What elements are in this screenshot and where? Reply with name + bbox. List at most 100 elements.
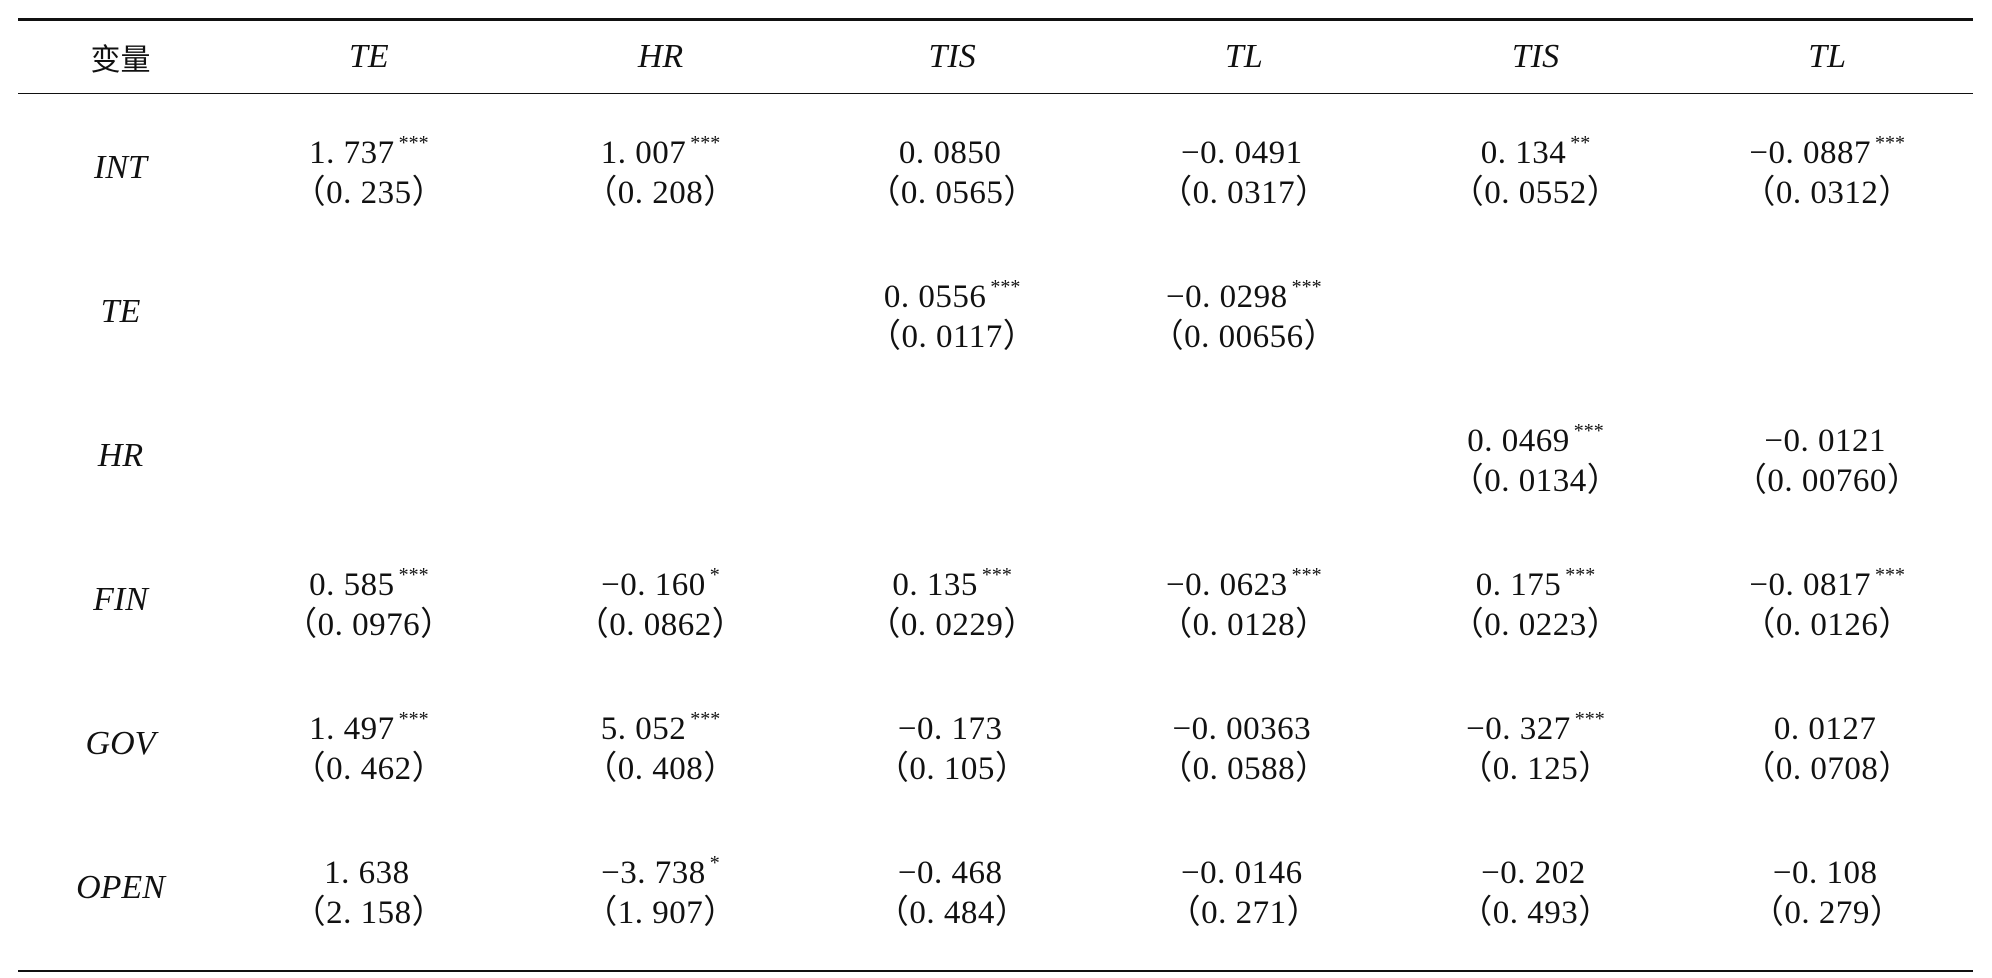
coefficient: 5. 052 xyxy=(600,711,687,747)
coefficient-line: −0. 468 xyxy=(806,838,1098,891)
significance-stars: *** xyxy=(981,564,1012,586)
coefficient: 1. 638 xyxy=(324,855,410,891)
header-rule xyxy=(18,93,1973,94)
coefficient-line: 1. 007 *** xyxy=(515,118,807,171)
coefficient-line: 0. 0556 *** xyxy=(806,262,1098,315)
coefficient-line xyxy=(1390,262,1682,312)
standard-error: （0. 408） xyxy=(584,751,737,787)
coefficient: 0. 0469 xyxy=(1467,423,1570,459)
table-row: GOV 1. 497 *** （0. 462） 5. 052 *** （0. 408） −0.… xyxy=(18,672,1973,816)
standard-error: （1. 907） xyxy=(584,895,737,931)
table-row: OPEN 1. 638 （2. 158） −3. 738 * （1. 907） −0. 46… xyxy=(18,816,1973,960)
coefficient: −0. 468 xyxy=(897,855,1003,891)
standard-error: （0. 0134） xyxy=(1450,463,1621,499)
standard-error: （0. 0128） xyxy=(1159,607,1329,643)
coefficient-line: 0. 0469 *** xyxy=(1390,406,1682,459)
coefficient: −0. 00363 xyxy=(1172,711,1312,747)
significance-stars: *** xyxy=(990,276,1021,298)
table-cell: 0. 585 *** （0. 0976） xyxy=(223,550,515,650)
header-te: TE xyxy=(348,38,389,75)
coefficient-line xyxy=(515,262,807,312)
coefficient: −0. 0887 xyxy=(1749,135,1871,171)
standard-error: （0. 279） xyxy=(1750,895,1904,931)
standard-error: （0. 00760） xyxy=(1733,463,1921,499)
standard-error: （0. 105） xyxy=(875,751,1029,787)
significance-stars: * xyxy=(709,852,720,874)
table-cell: −0. 202 （0. 493） xyxy=(1390,838,1682,938)
coefficient: −0. 0491 xyxy=(1181,135,1303,171)
significance-stars: *** xyxy=(1291,276,1322,298)
table-cell xyxy=(515,406,807,506)
coefficient: 0. 175 xyxy=(1475,567,1562,603)
standard-error: （0. 0976） xyxy=(284,607,454,643)
table-cell: 0. 175 *** （0. 0223） xyxy=(1390,550,1682,650)
standard-error: （0. 0126） xyxy=(1742,607,1912,643)
coefficient-line: −0. 0887 *** xyxy=(1681,118,1973,171)
coefficient: −0. 0298 xyxy=(1166,279,1288,315)
header-tl-2: TL xyxy=(1808,38,1847,75)
standard-error: （0. 0117） xyxy=(868,319,1037,355)
table-cell: 1. 497 *** （0. 462） xyxy=(223,694,515,794)
coefficient: 0. 0127 xyxy=(1773,711,1877,747)
table-cell: 1. 638 （2. 158） xyxy=(223,838,515,938)
significance-stars: * xyxy=(709,564,720,586)
table-cell: −0. 0146 （0. 271） xyxy=(1098,838,1390,938)
standard-error: （0. 0565） xyxy=(867,175,1037,211)
significance-stars: *** xyxy=(398,132,429,154)
coefficient: −0. 0817 xyxy=(1749,567,1871,603)
table-cell: 0. 0469 *** （0. 0134） xyxy=(1390,406,1682,506)
coefficient-line: −0. 173 xyxy=(806,694,1098,747)
standard-error: （0. 0229） xyxy=(867,607,1037,643)
table-cell: −0. 468 （0. 484） xyxy=(806,838,1098,938)
coefficient: −0. 202 xyxy=(1481,855,1586,891)
table-cell: −0. 0121 （0. 00760） xyxy=(1681,406,1973,506)
table-cell xyxy=(223,406,515,506)
coefficient-line: −0. 160 * xyxy=(515,550,807,603)
header-variable: 变量 xyxy=(90,43,151,78)
table-cell: −0. 0817 *** （0. 0126） xyxy=(1681,550,1973,650)
table-cell xyxy=(1098,406,1390,506)
coefficient-line: 1. 737 *** xyxy=(223,118,515,171)
table-cell: 0. 0556 *** （0. 0117） xyxy=(806,262,1098,362)
table-cell: 5. 052 *** （0. 408） xyxy=(515,694,807,794)
table-row: TE 0. 0556 *** （0. 0117） −0. 0298 *** （0. 0065… xyxy=(18,240,1973,384)
row-label: OPEN xyxy=(76,869,165,906)
significance-stars: *** xyxy=(1291,564,1322,586)
significance-stars: ** xyxy=(1570,132,1591,154)
coefficient-line: −0. 0491 xyxy=(1098,118,1390,171)
header-tl: TL xyxy=(1224,38,1263,75)
standard-error: （0. 00656） xyxy=(1150,319,1338,355)
table-row: FIN 0. 585 *** （0. 0976） −0. 160 * （0. 0862） 0.… xyxy=(18,528,1973,672)
coefficient-line: −0. 0817 *** xyxy=(1681,550,1973,603)
table-cell: −0. 0887 *** （0. 0312） xyxy=(1681,118,1973,218)
standard-error: （0. 235） xyxy=(292,175,446,211)
coefficient: 1. 497 xyxy=(309,711,395,747)
coefficient-line: 0. 585 *** xyxy=(223,550,515,603)
standard-error: （0. 0588） xyxy=(1159,751,1329,787)
coefficient-line: −0. 0298 *** xyxy=(1098,262,1390,315)
coefficient: −3. 738 xyxy=(601,855,706,891)
coefficient-line: −0. 0121 xyxy=(1681,406,1973,459)
table-cell: −0. 0491 （0. 0317） xyxy=(1098,118,1390,218)
header-hr: HR xyxy=(637,38,684,75)
coefficient-line xyxy=(515,406,807,456)
standard-error: （2. 158） xyxy=(292,895,446,931)
standard-error: （0. 125） xyxy=(1459,751,1612,787)
standard-error: （0. 0312） xyxy=(1742,175,1912,211)
coefficient-line: 0. 0127 xyxy=(1681,694,1973,747)
coefficient: 0. 585 xyxy=(309,567,395,603)
coefficient-line: −0. 0146 xyxy=(1098,838,1390,891)
standard-error: （0. 484） xyxy=(875,895,1029,931)
significance-stars: *** xyxy=(1874,564,1905,586)
coefficient: 0. 0556 xyxy=(883,279,987,315)
standard-error: （0. 493） xyxy=(1459,895,1612,931)
standard-error: （0. 271） xyxy=(1167,895,1321,931)
row-label: FIN xyxy=(93,581,148,618)
bottom-rule xyxy=(18,970,1973,972)
coefficient: −0. 0623 xyxy=(1166,567,1288,603)
standard-error xyxy=(1098,456,1390,506)
standard-error xyxy=(223,312,515,362)
table-cell: 0. 0127 （0. 0708） xyxy=(1681,694,1973,794)
row-label: HR xyxy=(97,437,144,474)
coefficient: −0. 108 xyxy=(1772,855,1878,891)
